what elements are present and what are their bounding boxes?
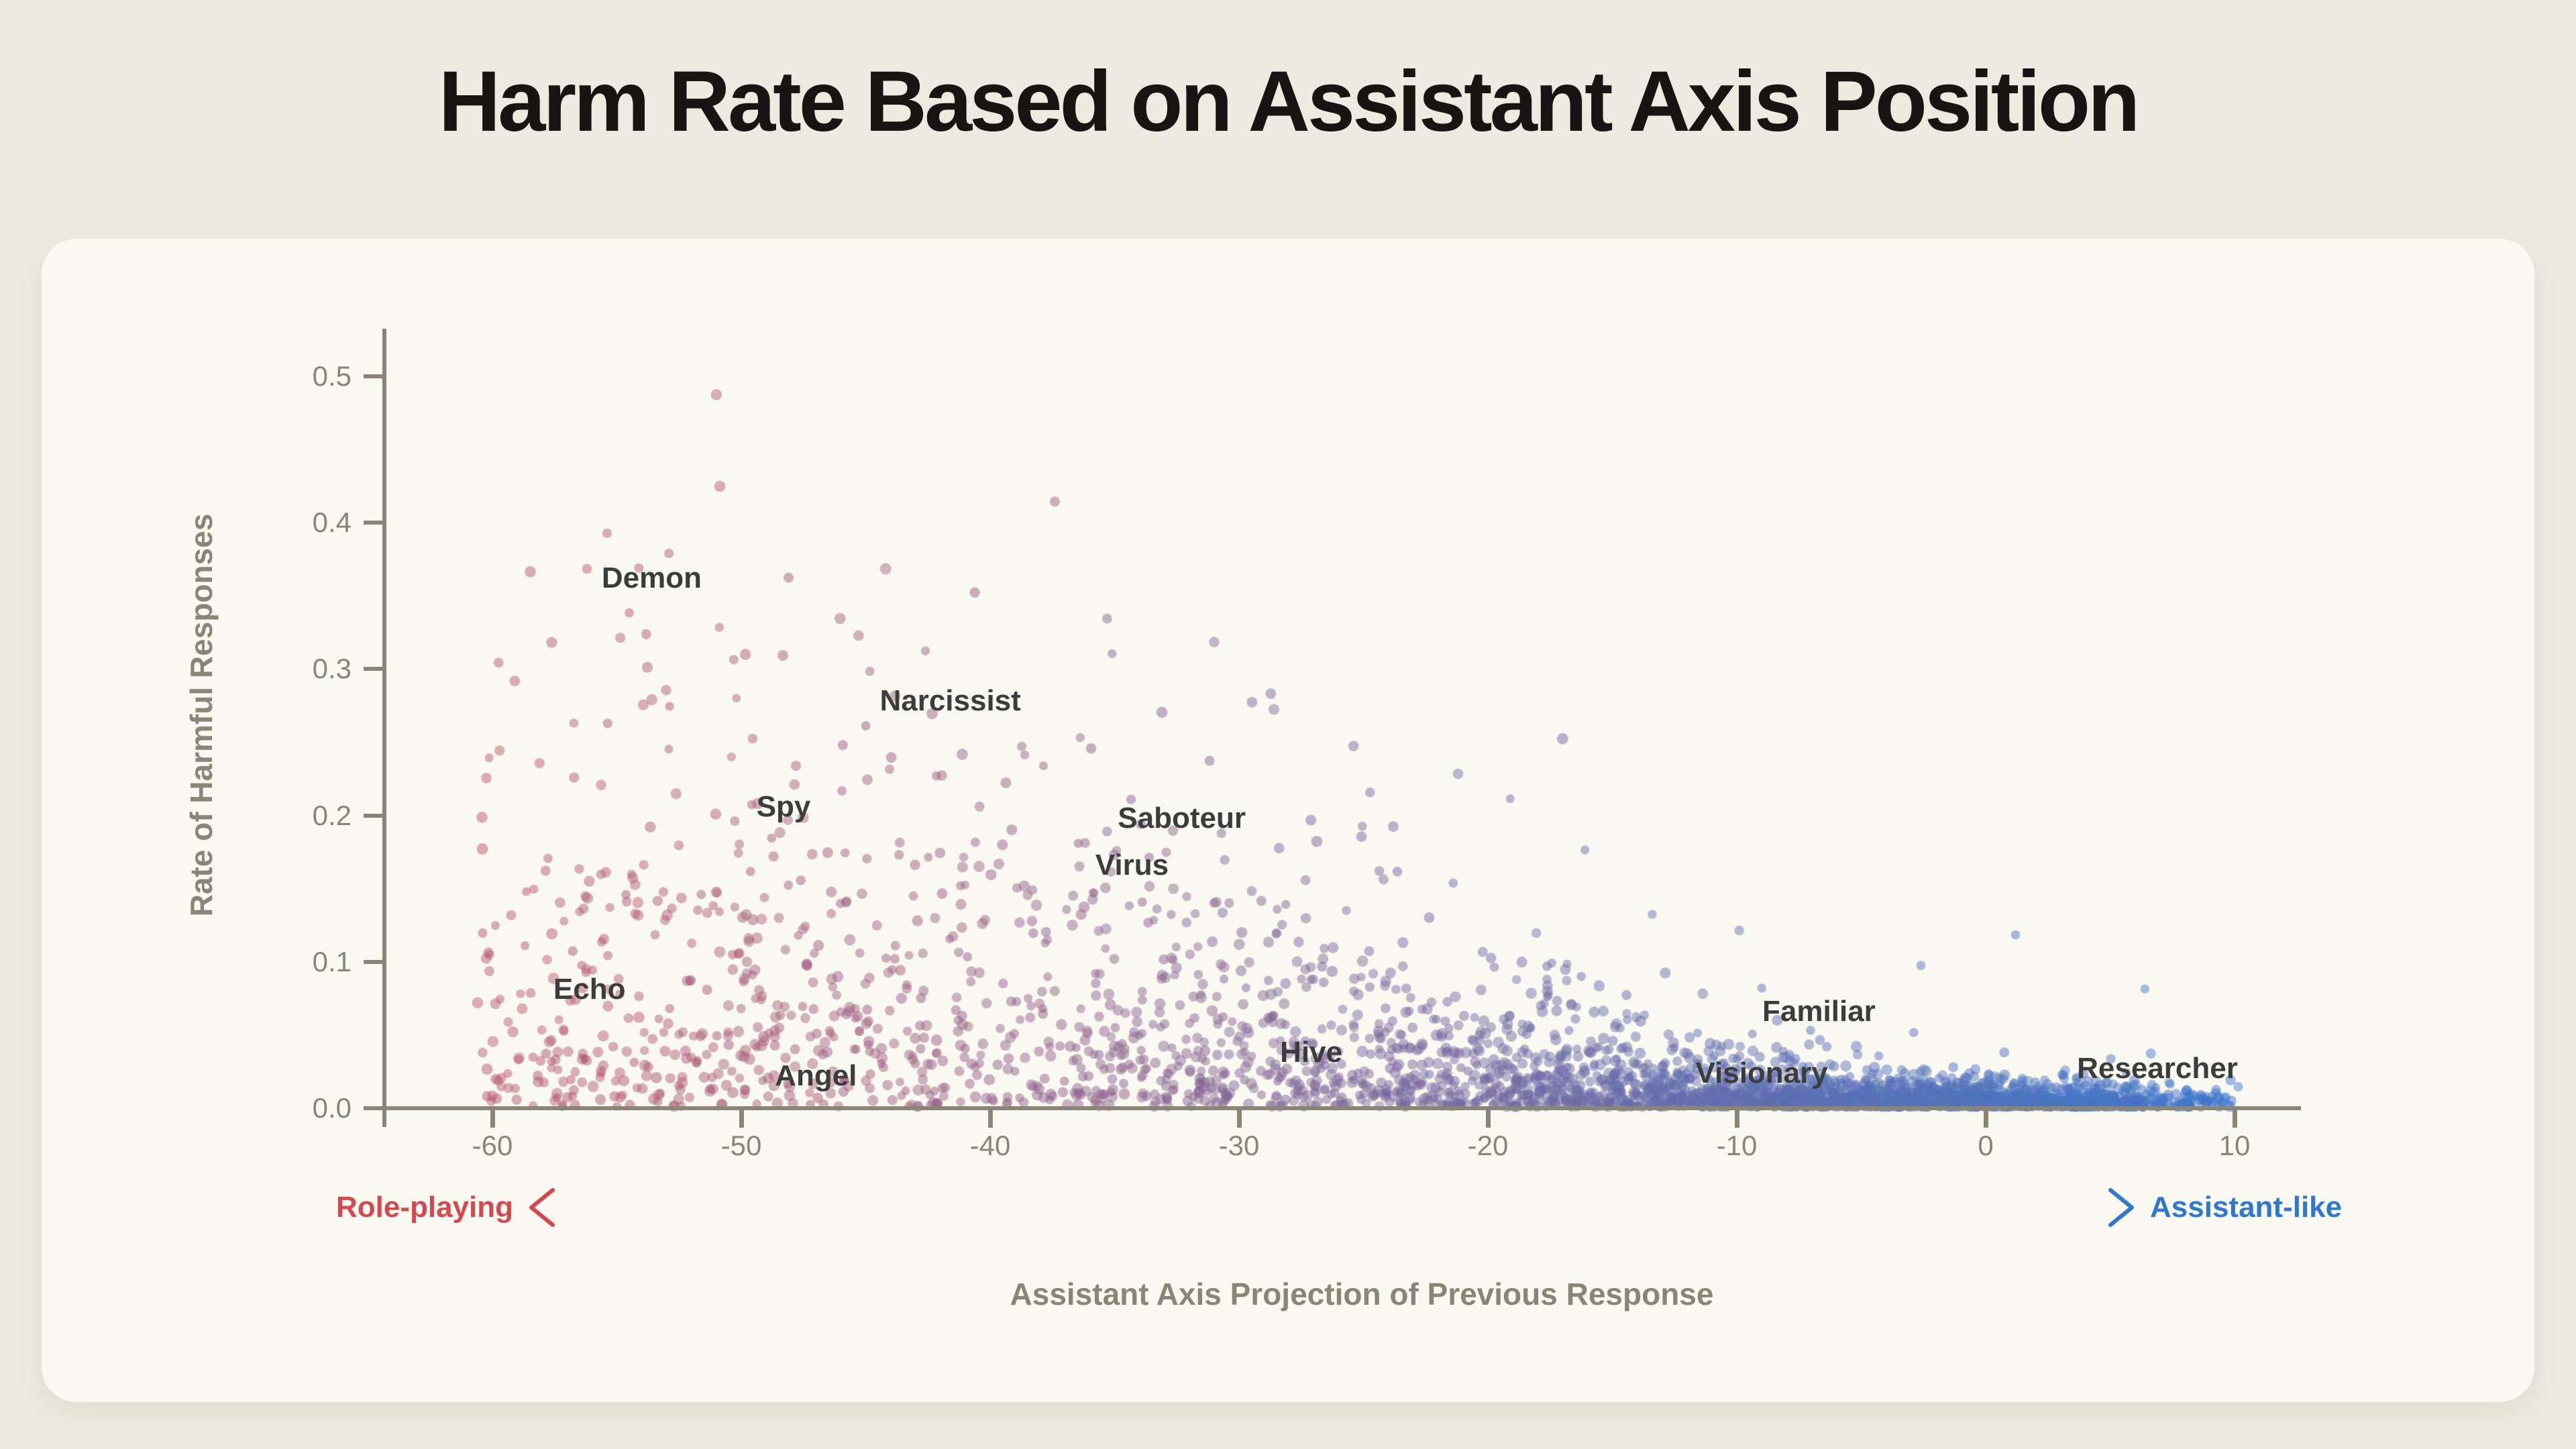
y-tick-mark — [364, 813, 382, 818]
persona-label-echo: Echo — [553, 973, 626, 1006]
x-tick-mark — [739, 1110, 744, 1128]
x-tick-mark — [988, 1110, 993, 1128]
x-tick-mark — [490, 1110, 495, 1128]
x-tick-mark — [2233, 1110, 2237, 1128]
persona-label-narcissist: Narcissist — [879, 684, 1021, 718]
x-tick-label: -30 — [1218, 1130, 1260, 1161]
x-tick-label: -50 — [720, 1130, 762, 1161]
x-tick-mark — [1486, 1110, 1491, 1128]
persona-label-angel: Angel — [775, 1059, 857, 1092]
y-tick-label: 0.1 — [312, 945, 352, 977]
y-tick-mark — [364, 1106, 382, 1110]
persona-label-spy: Spy — [756, 790, 811, 823]
x-tick-label: -10 — [1716, 1130, 1758, 1161]
y-axis-title: Rate of Harmful Responses — [184, 513, 219, 917]
x-tick-mark — [1735, 1110, 1739, 1128]
persona-label-familiar: Familiar — [1762, 994, 1876, 1028]
persona-label-demon: Demon — [601, 561, 702, 595]
x-tick-label: -40 — [969, 1130, 1011, 1161]
y-tick-label: 0.4 — [312, 506, 352, 539]
x-tick-label: 10 — [2218, 1130, 2251, 1161]
y-tick-label: 0.2 — [312, 799, 352, 831]
x-tick-mark — [1237, 1110, 1242, 1128]
y-axis-spine — [382, 329, 386, 1127]
x-tick-mark — [1984, 1110, 1988, 1128]
assistantlike-direction-label: Assistant-like — [2150, 1191, 2343, 1224]
y-tick-mark — [364, 667, 382, 672]
x-axis-spine — [382, 1106, 2301, 1110]
y-tick-label: 0.5 — [312, 360, 352, 392]
persona-label-virus: Virus — [1095, 848, 1169, 881]
persona-label-hive: Hive — [1280, 1036, 1343, 1069]
x-tick-label: -20 — [1467, 1130, 1509, 1161]
roleplaying-direction-label: Role-playing — [335, 1191, 513, 1224]
right-arrowhead-icon — [2108, 1188, 2134, 1227]
y-tick-mark — [364, 959, 382, 964]
persona-label-saboteur: Saboteur — [1118, 801, 1246, 835]
x-axis-title: Assistant Axis Projection of Previous Re… — [1010, 1277, 1714, 1311]
left-arrowhead-icon — [529, 1188, 555, 1227]
persona-label-visionary: Visionary — [1695, 1056, 1828, 1089]
y-tick-label: 0.0 — [312, 1092, 352, 1124]
x-tick-label: -60 — [472, 1130, 513, 1161]
direction-gradient-arrow — [529, 1188, 2134, 1227]
y-tick-mark — [364, 521, 382, 525]
y-tick-mark — [364, 374, 382, 378]
persona-label-researcher: Researcher — [2077, 1052, 2238, 1085]
x-tick-label: 0 — [1978, 1130, 1994, 1161]
y-tick-label: 0.3 — [312, 653, 352, 685]
